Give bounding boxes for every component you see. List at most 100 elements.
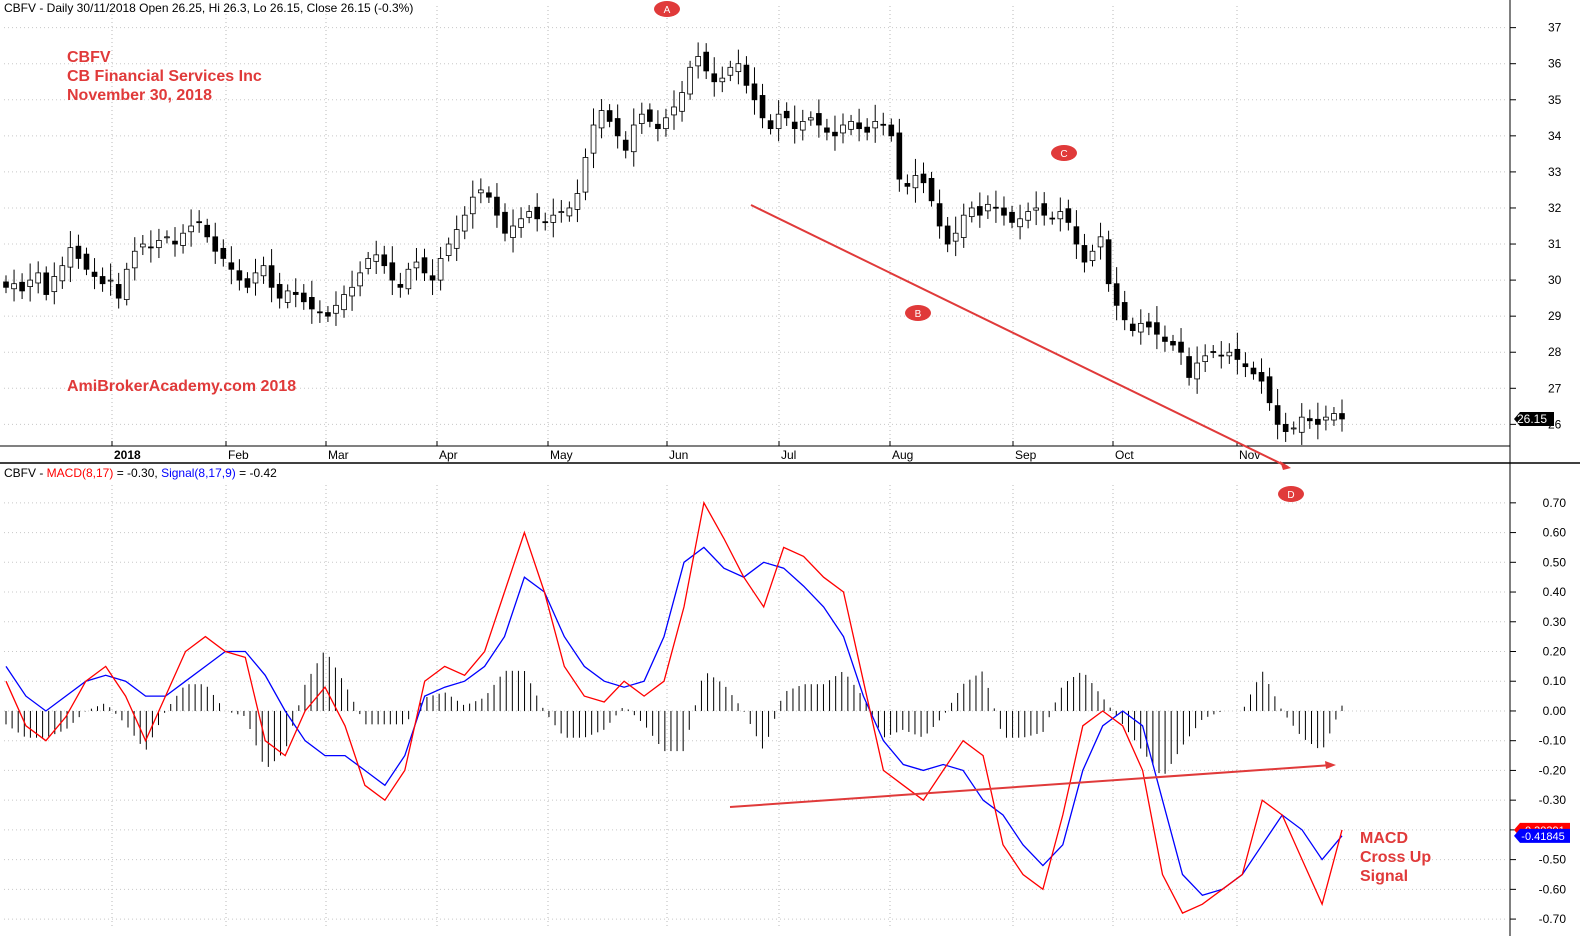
candle-body (944, 225, 951, 245)
candle-body (228, 262, 235, 270)
candle-body (115, 284, 122, 299)
marker-b-label: B (915, 309, 922, 320)
x-tick-label: Nov (1239, 448, 1260, 462)
candle-body (510, 225, 516, 238)
candle-body (453, 229, 460, 249)
candle-body (1210, 351, 1217, 353)
candle-body (180, 232, 186, 246)
candle-body (244, 278, 251, 288)
candle-body (832, 131, 838, 137)
candle-body (292, 291, 299, 295)
marker-b-badge (905, 305, 931, 321)
candle-body (1081, 245, 1088, 263)
candle-body (824, 127, 830, 133)
candle-body (663, 117, 669, 130)
candle-body (413, 261, 420, 269)
candle-body (1025, 211, 1031, 221)
candle-body (679, 92, 685, 112)
candle-body (960, 214, 967, 238)
overlays: A B C D (654, 1, 1336, 808)
x-tick-label: Apr (439, 448, 458, 462)
macd-header-macd-value: = -0.30, (113, 466, 162, 480)
candle-body (317, 311, 323, 314)
candle-body (936, 203, 943, 227)
candle-body (1306, 418, 1313, 422)
macd-value-tag (1514, 828, 1570, 843)
candle-body (1290, 427, 1297, 430)
candle-body (35, 272, 42, 284)
candle-body (469, 196, 476, 215)
candle-body (574, 193, 581, 210)
candle-body (711, 73, 718, 83)
price-y-tick-label: 34 (1548, 129, 1562, 143)
candle-body (767, 120, 774, 130)
candle-body (1105, 239, 1112, 285)
price-y-tick-label: 32 (1548, 201, 1562, 215)
candle-body (630, 124, 637, 153)
candle-body (1057, 211, 1064, 220)
ticker-annotation: CBFV (67, 49, 111, 66)
candle-body (1339, 413, 1345, 420)
candle-body (300, 292, 307, 303)
candle-body (212, 236, 219, 252)
candle-body (1266, 376, 1273, 404)
candle-body (904, 183, 911, 187)
x-tick-label: 2018 (114, 448, 141, 462)
candle-body (107, 279, 114, 282)
candle-body (799, 121, 806, 131)
x-tick-label: Oct (1115, 448, 1134, 462)
candle-body (1242, 363, 1249, 368)
x-tick-label: Mar (328, 448, 349, 462)
candle-body (123, 268, 130, 300)
candle-body (606, 110, 613, 122)
candle-body (848, 121, 854, 130)
candle-body (309, 297, 315, 310)
candle-body (59, 265, 66, 282)
candle-body (1315, 418, 1321, 425)
price-y-tick-label: 29 (1548, 309, 1562, 323)
macd-line (5, 500, 1343, 914)
candle-body (1282, 423, 1289, 432)
macd-y-tick-label: -0.10 (1539, 734, 1567, 748)
candle-body (888, 124, 895, 137)
candle-body (397, 284, 404, 288)
candle-body (920, 173, 927, 184)
macd-value-label: -0.41845 (1521, 831, 1564, 843)
x-tick-label: Jun (669, 448, 688, 462)
candle-body (534, 206, 540, 220)
macd-header-macd-label: MACD(8,17) (46, 466, 114, 480)
candle-body (276, 284, 283, 299)
candle-body (421, 257, 428, 274)
candle-body (164, 236, 170, 239)
candle-body (856, 122, 862, 130)
downtrend-line (750, 204, 1289, 468)
company-annotation: CB Financial Services Inc (67, 68, 262, 85)
candle-body (252, 272, 259, 284)
candle-body (840, 124, 846, 134)
price-header: CBFV - Daily 30/11/2018 Open 26.25, Hi 2… (4, 1, 414, 15)
candle-body (260, 265, 267, 277)
candle-body (671, 106, 677, 116)
date-annotation: November 30, 2018 (67, 87, 212, 104)
candle-body (1033, 207, 1039, 211)
macd-header-signal-label: Signal(8,17,9) (161, 466, 236, 480)
candle-body (558, 211, 565, 213)
candle-body (437, 258, 444, 281)
candle-body (1258, 372, 1265, 382)
candle-body (1194, 362, 1200, 380)
marker-d-label: D (1287, 490, 1294, 501)
signal-note-crossup: Cross Up (1360, 849, 1432, 866)
candle-body (220, 247, 227, 259)
price-y-tick-label: 36 (1548, 57, 1562, 71)
price-y-tick-label: 28 (1548, 345, 1562, 359)
marker-c-badge (1051, 145, 1077, 161)
x-tick-label: Feb (228, 448, 249, 462)
uptrend-arrowhead (1325, 761, 1336, 769)
candle-body (614, 118, 621, 137)
macd-y-tick-label: 0.50 (1543, 555, 1567, 569)
price-y-tick-label: 31 (1548, 237, 1562, 251)
macd-header-prefix: CBFV - (4, 466, 47, 480)
macd-y-tick-label: 0.00 (1543, 704, 1567, 718)
